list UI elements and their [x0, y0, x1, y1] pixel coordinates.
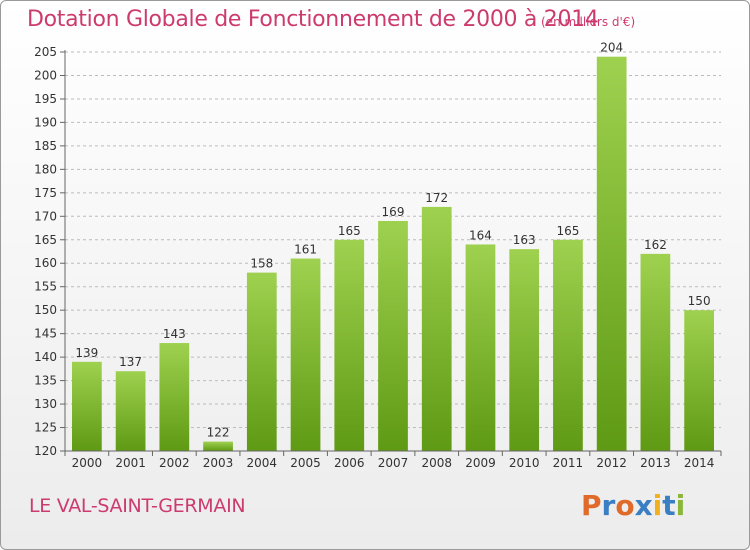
y-tick-label: 205 — [34, 45, 57, 59]
bar-value-label: 204 — [600, 41, 623, 55]
bar-value-label: 165 — [338, 224, 361, 238]
logo-letter: i — [675, 489, 686, 522]
y-tick-label: 150 — [34, 303, 57, 317]
bar — [246, 272, 277, 451]
bar-value-label: 161 — [294, 243, 317, 257]
bar-value-label: 143 — [163, 327, 186, 341]
logo-letter: o — [615, 489, 635, 522]
x-tick-label: 2003 — [203, 456, 234, 470]
y-tick-label: 195 — [34, 92, 57, 106]
bar-value-label: 169 — [382, 205, 405, 219]
bar — [159, 343, 190, 451]
y-tick-label: 155 — [34, 280, 57, 294]
bar — [509, 249, 540, 451]
x-tick-label: 2002 — [159, 456, 190, 470]
bar — [596, 56, 627, 451]
y-tick-label: 145 — [34, 327, 57, 341]
x-tick-label: 2012 — [596, 456, 627, 470]
bar — [553, 239, 583, 451]
x-tick-label: 2007 — [378, 456, 409, 470]
bar-value-label: 163 — [513, 233, 536, 247]
chart-units: (en milliers d'€) — [541, 15, 636, 29]
bar-value-label: 137 — [119, 355, 142, 369]
x-tick-label: 2011 — [553, 456, 584, 470]
bar-value-label: 158 — [250, 257, 273, 271]
logo-letter: P — [581, 489, 602, 522]
bar — [71, 361, 102, 451]
y-tick-label: 190 — [34, 115, 57, 129]
bars — [71, 56, 715, 451]
place-name: LE VAL-SAINT-GERMAIN — [29, 495, 246, 517]
bar — [334, 239, 365, 451]
y-tick-label: 140 — [34, 350, 57, 364]
bar-value-label: 165 — [556, 224, 579, 238]
bar-value-label: 172 — [425, 191, 448, 205]
bar — [115, 371, 146, 451]
x-tick-label: 2006 — [334, 456, 365, 470]
bar — [465, 244, 496, 451]
x-tick-label: 2001 — [115, 456, 146, 470]
y-tick-label: 165 — [34, 233, 57, 247]
y-tick-label: 120 — [34, 444, 57, 458]
proxiti-logo[interactable]: Proxiti — [581, 489, 685, 522]
y-tick-label: 130 — [34, 397, 57, 411]
bar-value-label: 122 — [207, 426, 230, 440]
bar-chart: 120 125 130 135 140 145 150 155 160 165 170 175 180 1… — [34, 41, 722, 470]
x-tick-label: 2009 — [465, 456, 496, 470]
y-tick-label: 175 — [34, 186, 57, 200]
x-tick-label: 2010 — [509, 456, 540, 470]
bar — [203, 441, 233, 451]
logo-letter: i — [652, 489, 663, 522]
x-tick-label: 2000 — [72, 456, 103, 470]
y-tick-label: 200 — [34, 68, 57, 82]
logo-letter: r — [601, 489, 616, 522]
y-tick-label: 160 — [34, 256, 57, 270]
y-tick-label: 180 — [34, 162, 57, 176]
y-tick-label: 135 — [34, 374, 57, 388]
bar-value-label: 164 — [469, 228, 492, 242]
bar-value-label: 162 — [644, 238, 667, 252]
bar — [378, 220, 408, 451]
x-tick-label: 2004 — [247, 456, 278, 470]
x-tick-label: 2005 — [290, 456, 321, 470]
bar — [290, 258, 321, 451]
bar — [421, 206, 452, 451]
y-tick-label: 170 — [34, 209, 57, 223]
bar — [684, 310, 715, 451]
axes — [60, 50, 722, 456]
y-tick-label: 125 — [34, 421, 57, 435]
bar-value-label: 150 — [688, 294, 711, 308]
logo-letter: t — [662, 489, 676, 522]
bar-value-label: 139 — [75, 346, 98, 360]
chart-title: Dotation Globale de Fonctionnement de 20… — [27, 7, 599, 32]
bar — [640, 253, 671, 451]
logo-letter: x — [634, 489, 653, 522]
labels: 120 125 130 135 140 145 150 155 160 165 170 175 180 1… — [34, 41, 714, 470]
x-tick-label: 2008 — [421, 456, 452, 470]
x-tick-label: 2014 — [684, 456, 715, 470]
y-tick-label: 185 — [34, 139, 57, 153]
x-tick-label: 2013 — [640, 456, 671, 470]
